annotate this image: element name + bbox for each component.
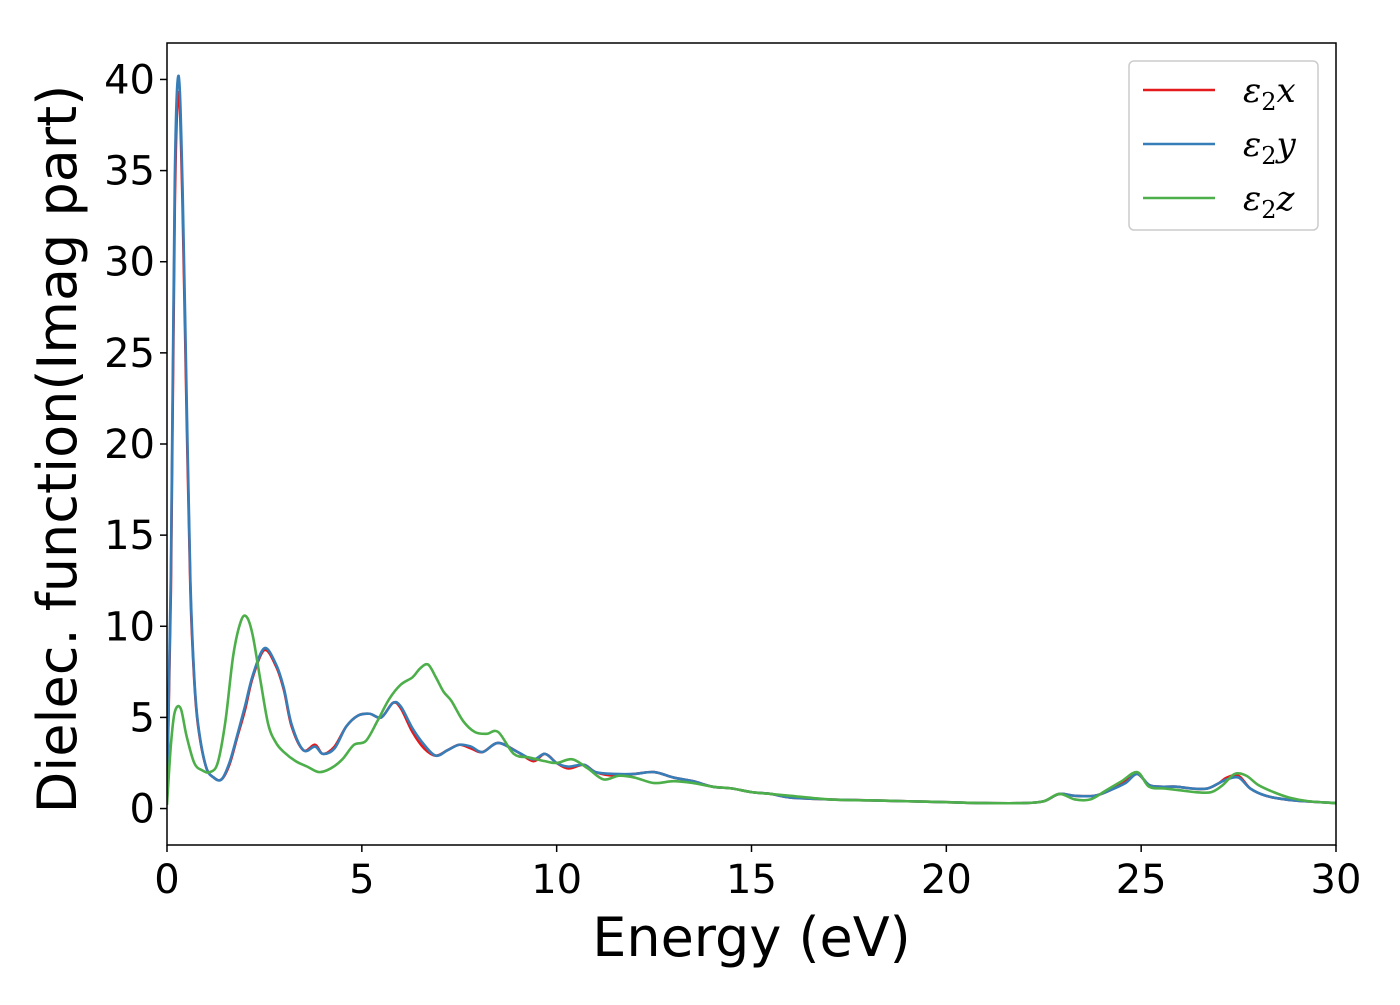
x-tick-label: 15 — [726, 857, 777, 903]
y-tick-label: 25 — [104, 331, 155, 377]
series-line-3 — [167, 614, 1336, 805]
y-tick-label: 40 — [104, 57, 155, 103]
ticks-layer: 0 5 10 15 20 25 30 0 5 10 15 20 25 30 35 40 — [104, 57, 1361, 903]
x-tick-label: 10 — [531, 857, 582, 903]
legend-label: ε2z — [1243, 179, 1296, 224]
y-tick-label: 10 — [104, 604, 155, 650]
y-tick-label: 5 — [130, 695, 155, 741]
x-tick-label: 25 — [1116, 857, 1167, 903]
x-tick-label: 5 — [349, 857, 374, 903]
y-tick-label: 0 — [130, 787, 155, 833]
y-axis-title: Dielec. function(Imag part) — [26, 85, 89, 814]
y-tick-label: 35 — [104, 149, 155, 195]
x-tick-label: 0 — [154, 857, 179, 903]
legend-label: ε2y — [1243, 125, 1297, 170]
y-tick-label: 20 — [104, 422, 155, 468]
series-line-2 — [167, 74, 1336, 805]
x-axis-title: Energy (eV) — [592, 906, 911, 969]
x-tick-label: 30 — [1311, 857, 1362, 903]
legend: ε2x ε2y ε2z — [1128, 60, 1319, 231]
series-layer — [167, 74, 1336, 805]
y-tick-label: 30 — [104, 240, 155, 286]
x-tick-label: 20 — [921, 857, 972, 903]
y-tick-label: 15 — [104, 513, 155, 559]
legend-box — [1128, 60, 1319, 231]
legend-label: ε2x — [1243, 71, 1296, 116]
